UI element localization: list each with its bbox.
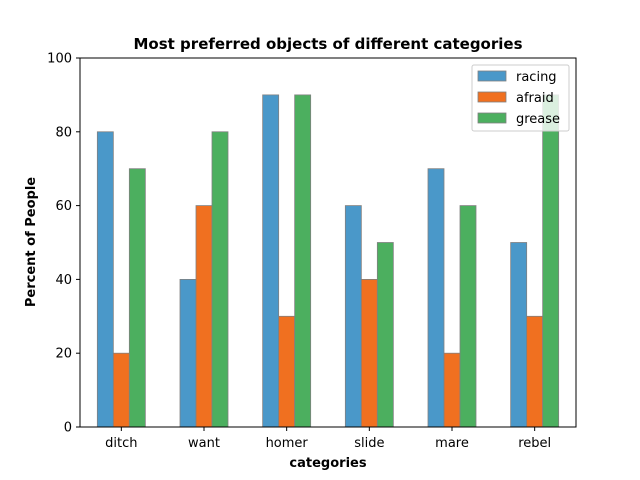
x-tick-label: mare [435,436,469,451]
y-tick-label: 60 [55,199,72,214]
bar-grease-slide [376,242,394,428]
y-tick-label: 40 [55,273,72,288]
x-tick-label: want [188,436,220,451]
bar-racing-homer [262,94,280,428]
bar-afraid-ditch [112,352,130,428]
legend: racing afraid grease [471,64,570,132]
legend-swatch-grease [477,112,507,124]
bar-afraid-slide [360,278,378,428]
bar-afraid-homer [278,315,296,428]
legend-swatch-racing [477,70,507,82]
bar-grease-want [211,131,229,428]
bar-racing-mare [427,168,445,428]
x-ticks-group: ditch want homer slide mare rebel [105,427,551,451]
bar-racing-slide [344,205,362,428]
bars-group [96,94,560,428]
bar-racing-ditch [96,131,114,428]
bar-afraid-rebel [526,315,544,428]
x-axis-label: categories [289,456,366,471]
y-tick-label: 0 [64,421,72,436]
y-axis-label: Percent of People [24,177,39,307]
bar-grease-homer [294,94,312,428]
legend-label-afraid: afraid [516,91,554,106]
bar-grease-ditch [128,168,146,428]
x-tick-label: homer [266,436,309,451]
bar-grease-rebel [542,94,560,428]
legend-swatch-afraid [477,91,507,103]
x-tick-label: ditch [105,436,137,451]
y-tick-label: 100 [47,52,72,67]
bar-grease-mare [459,205,477,428]
chart-title: Most preferred objects of different cate… [134,35,523,53]
legend-label-grease: grease [516,112,560,127]
bar-racing-rebel [510,242,528,428]
bar-afraid-mare [443,352,461,428]
y-tick-label: 20 [55,347,72,362]
x-tick-label: slide [354,436,384,451]
bar-afraid-want [195,205,213,428]
legend-label-racing: racing [516,70,557,85]
y-tick-label: 80 [55,125,72,140]
plot-frame [79,57,577,428]
bar-racing-want [179,278,197,428]
y-ticks-group: 0 20 40 60 80 100 [47,52,80,436]
x-tick-label: rebel [518,436,551,451]
